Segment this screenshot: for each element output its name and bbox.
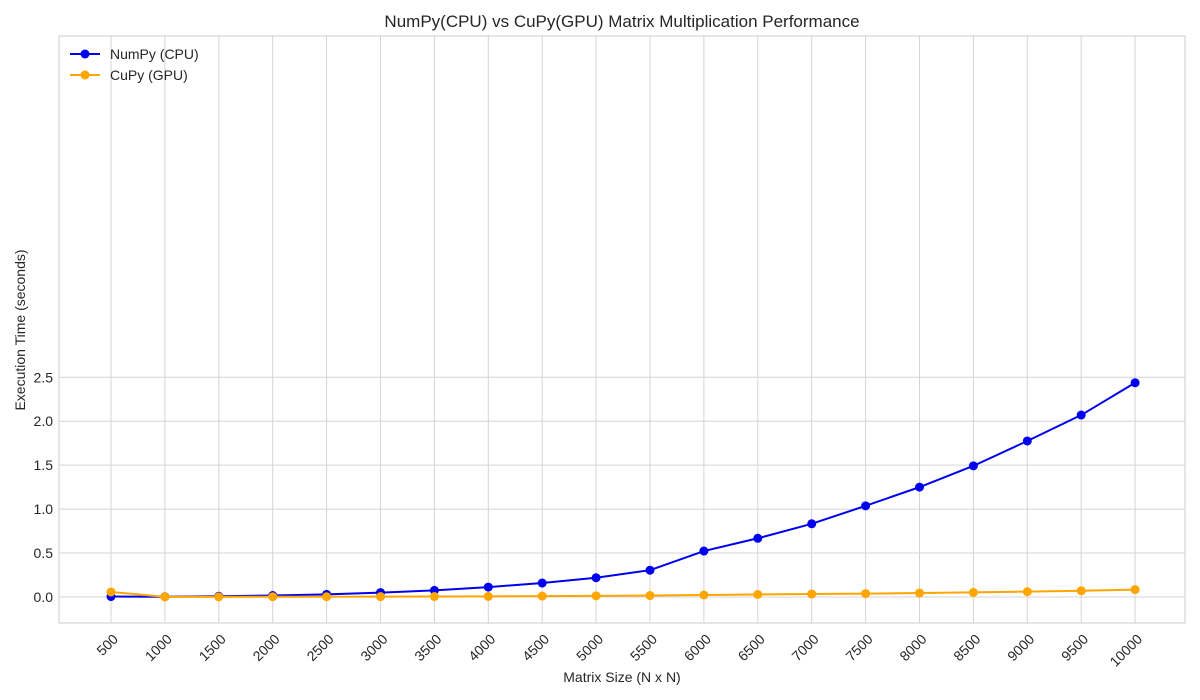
data-point-1-4	[322, 592, 332, 602]
x-tick-label: 9500	[1058, 631, 1091, 664]
legend: NumPy (CPU) CuPy (GPU)	[70, 46, 199, 83]
data-point-1-14	[861, 589, 871, 599]
x-tick-label: 8500	[950, 631, 983, 664]
data-point-1-13	[807, 589, 817, 599]
x-tick-label: 3500	[411, 631, 444, 664]
x-tick-label: 6000	[681, 631, 714, 664]
x-tick-label: 6500	[735, 631, 768, 664]
data-point-0-11	[699, 546, 709, 556]
data-point-0-9	[591, 573, 601, 583]
data-point-0-15	[915, 482, 924, 492]
data-point-0-18	[1076, 410, 1086, 420]
legend-label-cupy: CuPy (GPU)	[110, 67, 188, 83]
x-tick-label: 500	[93, 631, 121, 659]
x-tick-label: 1500	[196, 631, 229, 664]
x-tick-label: 2000	[249, 631, 282, 664]
y-tick-label: 1.0	[34, 501, 54, 517]
data-point-0-12	[753, 533, 763, 543]
data-point-1-1	[160, 592, 170, 602]
tick-labels: 500 1000 1500 2000 2500 3000 3500 4000 4500 5000 5…	[34, 369, 1146, 669]
data-point-1-5	[376, 592, 385, 602]
series-line-0	[110, 381, 1136, 598]
data-point-0-19	[1130, 378, 1140, 388]
data-point-0-7	[483, 582, 493, 592]
x-tick-label: 2500	[303, 631, 336, 664]
y-tick-label: 0.0	[34, 589, 54, 605]
data-point-1-10	[645, 591, 655, 601]
data-point-1-12	[753, 589, 763, 599]
data-point-1-19	[1130, 585, 1140, 595]
data-point-0-17	[1022, 436, 1032, 446]
data-point-0-14	[861, 501, 871, 511]
data-point-1-3	[268, 592, 278, 602]
x-axis-label: Matrix Size (N x N)	[563, 669, 680, 685]
data-point-1-11	[699, 590, 709, 600]
data-point-0-8	[537, 578, 547, 588]
data-point-0-13	[807, 519, 817, 529]
y-axis-label: Execution Time (seconds)	[12, 249, 28, 410]
data-point-0-6	[429, 585, 439, 595]
x-tick-label: 4000	[465, 631, 498, 664]
plot-frame	[58, 35, 1186, 624]
data-point-1-16	[968, 587, 978, 597]
legend-label-numpy: NumPy (CPU)	[110, 46, 199, 62]
data-point-1-2	[214, 592, 224, 602]
grid-lines	[59, 36, 1185, 623]
series-line-1	[110, 588, 1136, 598]
x-tick-label: 7000	[788, 631, 821, 664]
data-point-1-15	[915, 588, 924, 598]
y-tick-label: 1.5	[34, 457, 54, 473]
y-tick-label: 0.5	[34, 545, 54, 561]
legend-marker-numpy	[80, 49, 90, 59]
data-point-0-16	[968, 461, 978, 471]
x-tick-label: 5000	[573, 631, 606, 664]
chart-title: NumPy(CPU) vs CuPy(GPU) Matrix Multiplic…	[384, 12, 859, 31]
x-tick-label: 10000	[1106, 631, 1145, 670]
data-point-1-6	[429, 592, 439, 602]
data-point-1-18	[1076, 586, 1086, 596]
x-tick-label: 4500	[519, 631, 552, 664]
y-tick-label: 2.5	[34, 369, 54, 385]
data-point-1-8	[537, 591, 547, 601]
series-layer	[106, 378, 1140, 602]
data-point-0-10	[645, 565, 655, 575]
x-tick-label: 1000	[142, 631, 175, 664]
x-tick-label: 3000	[357, 631, 390, 664]
y-tick-label: 2.0	[34, 413, 54, 429]
x-tick-label: 8000	[896, 631, 929, 664]
x-tick-label: 9000	[1004, 631, 1037, 664]
data-point-1-9	[591, 591, 601, 601]
x-tick-label: 7500	[842, 631, 875, 664]
legend-marker-cupy	[80, 70, 90, 80]
data-point-1-17	[1022, 587, 1032, 597]
data-point-1-7	[483, 591, 493, 601]
x-tick-label: 5500	[627, 631, 660, 664]
data-point-1-0	[106, 587, 116, 597]
